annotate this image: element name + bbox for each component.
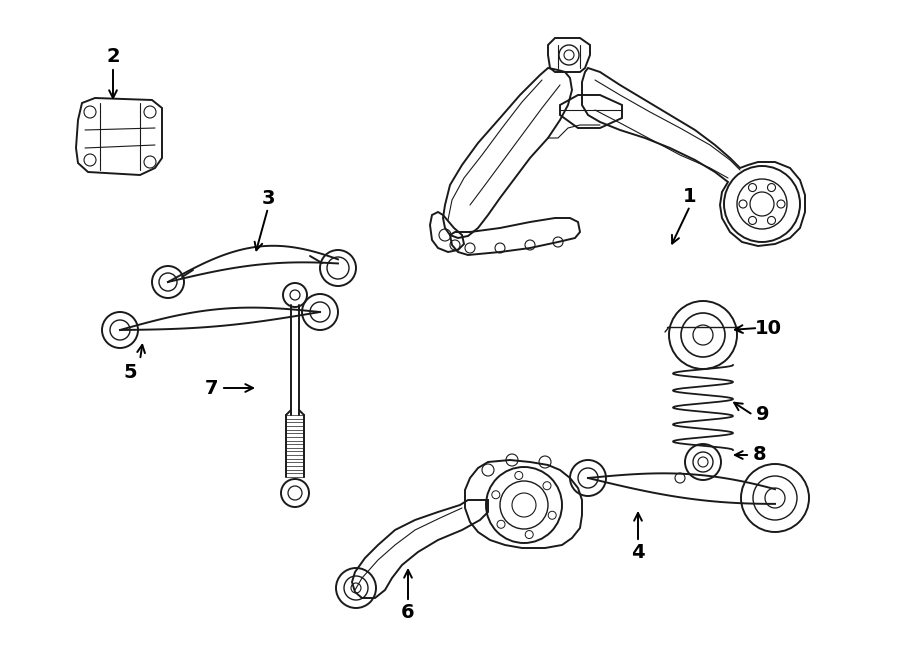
Text: 8: 8	[753, 446, 767, 465]
Text: 6: 6	[401, 602, 415, 621]
Text: 2: 2	[106, 48, 120, 67]
Text: 3: 3	[261, 188, 274, 208]
Text: 5: 5	[123, 362, 137, 381]
Text: 1: 1	[683, 186, 697, 206]
Text: 10: 10	[754, 319, 781, 338]
Text: 9: 9	[756, 405, 770, 424]
Text: 4: 4	[631, 543, 644, 561]
Text: 7: 7	[204, 379, 218, 397]
